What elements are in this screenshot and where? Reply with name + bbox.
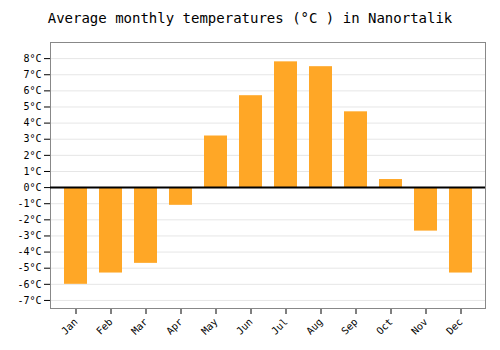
- svg-text:1°C: 1°C: [23, 166, 41, 177]
- svg-text:Jul: Jul: [269, 316, 290, 337]
- svg-text:-4°C: -4°C: [17, 246, 41, 257]
- svg-text:Mar: Mar: [129, 316, 150, 337]
- svg-text:6°C: 6°C: [23, 85, 41, 96]
- svg-text:Dec: Dec: [444, 316, 465, 337]
- svg-text:-2°C: -2°C: [17, 214, 41, 225]
- svg-text:4°C: 4°C: [23, 117, 41, 128]
- svg-text:Jan: Jan: [59, 316, 80, 337]
- svg-text:Feb: Feb: [94, 316, 115, 337]
- svg-text:Oct: Oct: [374, 316, 395, 337]
- svg-text:Aug: Aug: [304, 316, 325, 337]
- svg-text:-1°C: -1°C: [17, 198, 41, 209]
- svg-text:-7°C: -7°C: [17, 295, 41, 306]
- svg-text:May: May: [199, 316, 220, 337]
- svg-text:2°C: 2°C: [23, 150, 41, 161]
- svg-text:Jun: Jun: [234, 316, 255, 337]
- svg-text:Nov: Nov: [409, 316, 430, 337]
- svg-text:-5°C: -5°C: [17, 262, 41, 273]
- svg-text:0°C: 0°C: [23, 182, 41, 193]
- svg-text:-6°C: -6°C: [17, 279, 41, 290]
- html-text:Average monthly temperatures (: Average monthly temperatures (°C ) in Na…: [47, 10, 453, 26]
- svg-text:-3°C: -3°C: [17, 230, 41, 241]
- svg-text:Apr: Apr: [164, 316, 185, 337]
- svg-text:8°C: 8°C: [23, 53, 41, 64]
- svg-text:7°C: 7°C: [23, 69, 41, 80]
- svg-text:Sep: Sep: [339, 316, 360, 337]
- svg-text:3°C: 3°C: [23, 133, 41, 144]
- svg-text:5°C: 5°C: [23, 101, 41, 112]
